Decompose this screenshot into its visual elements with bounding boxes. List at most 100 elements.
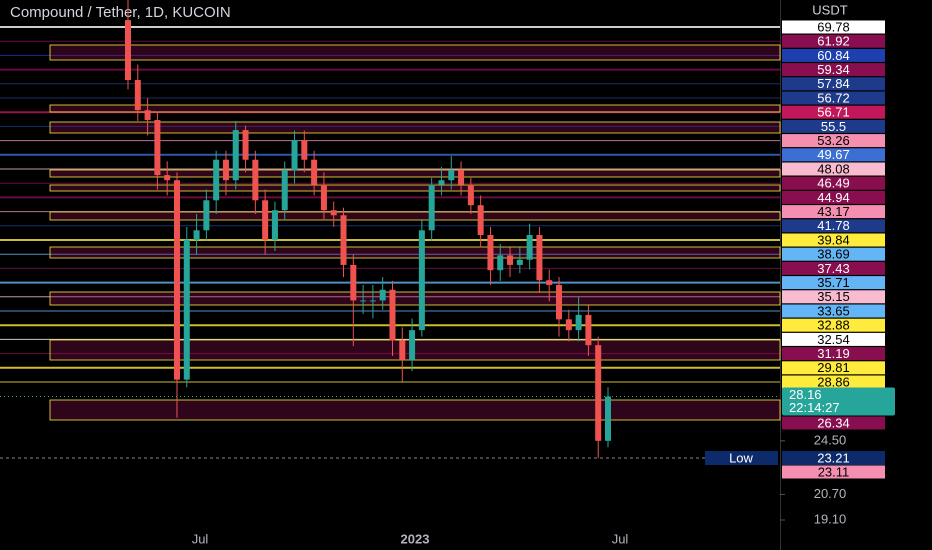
candle-body xyxy=(311,159,318,185)
candle-body xyxy=(487,235,494,271)
candle-body xyxy=(154,119,161,176)
level-label: 28.86 xyxy=(817,374,850,389)
level-label: 49.67 xyxy=(817,147,850,162)
y-tick-label: 20.70 xyxy=(814,486,847,501)
candle-body xyxy=(477,205,484,236)
candle-body xyxy=(585,314,592,346)
zone xyxy=(49,121,781,134)
candle-body xyxy=(389,289,396,341)
candle-body xyxy=(409,330,416,360)
candle-body xyxy=(458,170,465,185)
price-label: 28.16 xyxy=(789,387,822,402)
candle-body xyxy=(271,210,278,240)
level-tag xyxy=(782,233,885,247)
axis-border xyxy=(780,0,781,550)
currency: USDT xyxy=(812,2,847,17)
level-label: 53.26 xyxy=(817,133,850,148)
level-label: 46.49 xyxy=(817,176,850,191)
zone xyxy=(49,44,781,61)
level-label: 57.84 xyxy=(817,76,850,91)
level-label: 35.71 xyxy=(817,275,850,290)
candle-body xyxy=(301,139,308,160)
zone xyxy=(49,104,781,113)
candle-body xyxy=(467,184,474,206)
candle-body xyxy=(497,255,504,271)
level-label: 41.78 xyxy=(817,218,850,233)
low-text: Low xyxy=(729,450,753,465)
candle-body xyxy=(605,396,611,441)
candle-body xyxy=(575,314,582,331)
candle-body xyxy=(144,110,151,120)
candle-body xyxy=(379,289,386,301)
level-tag xyxy=(782,34,885,48)
candle-body xyxy=(183,239,190,380)
level-label: 32.88 xyxy=(817,318,850,333)
candle-body xyxy=(507,255,514,265)
candle-body xyxy=(399,340,406,360)
candle-body xyxy=(125,20,131,81)
level-tag xyxy=(782,347,885,361)
zone xyxy=(49,169,781,178)
level-label: 31.19 xyxy=(817,346,850,361)
candle-body xyxy=(252,159,259,201)
level-label: 48.08 xyxy=(817,161,850,176)
level-label: 37.43 xyxy=(817,261,850,276)
candle-body xyxy=(595,345,602,441)
candle-body xyxy=(516,259,523,265)
zone xyxy=(49,184,781,192)
y-tick-label: 19.10 xyxy=(814,511,847,526)
level-label: 29.81 xyxy=(817,360,850,375)
candle-body xyxy=(418,230,425,331)
level-label: 26.34 xyxy=(817,415,850,430)
level-label: 69.78 xyxy=(817,19,850,34)
candle-body xyxy=(232,130,239,181)
zone xyxy=(49,246,781,259)
level-label: 32.54 xyxy=(817,332,850,347)
level-tag xyxy=(782,176,885,190)
level-tag xyxy=(782,162,885,176)
level-label: 59.34 xyxy=(817,62,850,77)
candle-body xyxy=(320,184,327,211)
level-tag xyxy=(782,205,885,219)
candle-body xyxy=(262,200,269,240)
level-label: 23.11 xyxy=(818,464,850,479)
level-label: 56.71 xyxy=(817,105,850,120)
level-tag xyxy=(782,261,885,275)
level-tag xyxy=(782,451,885,466)
candle-body xyxy=(438,180,445,185)
level-tag xyxy=(782,276,885,290)
level-tag xyxy=(782,63,885,77)
zone xyxy=(49,291,781,306)
candle-body xyxy=(565,319,572,331)
candle-body xyxy=(448,170,455,181)
candle-body xyxy=(203,200,210,231)
level-tag xyxy=(782,134,885,148)
candle-body xyxy=(350,264,357,301)
y-tick-label: 24.50 xyxy=(814,432,847,447)
level-tag xyxy=(782,361,885,375)
candle-body xyxy=(428,184,435,231)
level-tag xyxy=(782,332,885,346)
candle-body xyxy=(340,215,347,265)
low-tag xyxy=(705,451,778,466)
level-tag xyxy=(782,465,885,479)
level-tag xyxy=(782,48,885,62)
level-tag xyxy=(782,77,885,91)
level-tag xyxy=(782,190,885,204)
zone xyxy=(49,211,781,221)
candle-body xyxy=(536,235,543,281)
candle-body xyxy=(164,175,171,181)
level-tag xyxy=(782,304,885,318)
candle-body xyxy=(546,280,553,285)
candle-body xyxy=(222,159,229,181)
level-label: 43.17 xyxy=(817,204,850,219)
level-label: 38.69 xyxy=(817,247,850,262)
level-tag xyxy=(782,105,885,119)
candle-body xyxy=(330,210,337,216)
candle-body xyxy=(281,170,288,211)
candle-body xyxy=(173,180,180,380)
level-tag xyxy=(782,119,885,133)
level-tag xyxy=(782,20,885,34)
level-label: 56.72 xyxy=(817,90,850,105)
